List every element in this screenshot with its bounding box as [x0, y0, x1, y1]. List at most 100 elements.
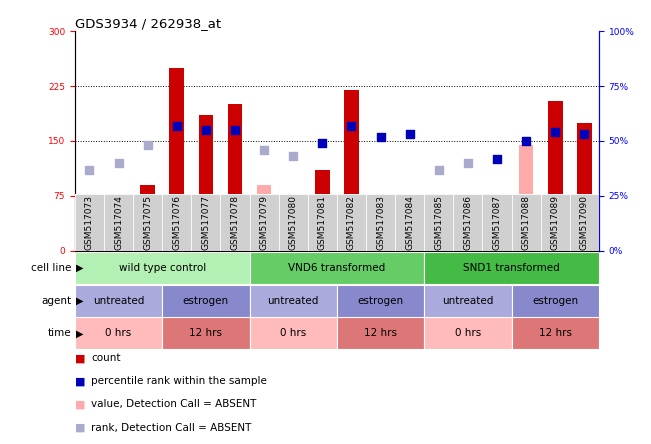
Text: GSM517078: GSM517078: [230, 195, 240, 250]
Point: [550, 129, 561, 136]
Bar: [286, 198, 301, 251]
Point: [463, 159, 473, 166]
Text: GDS3934 / 262938_at: GDS3934 / 262938_at: [75, 17, 221, 30]
Text: VND6 transformed: VND6 transformed: [288, 263, 385, 273]
Text: GSM517083: GSM517083: [376, 195, 385, 250]
Bar: [249, 317, 337, 349]
Text: ■: ■: [75, 423, 85, 432]
Text: GSM517087: GSM517087: [493, 195, 501, 250]
Bar: [249, 252, 424, 284]
Bar: [75, 194, 104, 251]
Bar: [249, 285, 337, 317]
Bar: [249, 194, 279, 251]
Text: untreated: untreated: [93, 296, 145, 305]
Text: GSM517084: GSM517084: [405, 195, 414, 250]
Bar: [162, 317, 249, 349]
Bar: [162, 285, 249, 317]
Bar: [482, 194, 512, 251]
Bar: [577, 123, 592, 251]
Bar: [337, 285, 424, 317]
Point: [521, 138, 531, 145]
Text: cell line: cell line: [31, 263, 72, 273]
Text: 0 hrs: 0 hrs: [280, 329, 307, 338]
Bar: [519, 145, 533, 251]
Text: ▶: ▶: [76, 329, 83, 338]
Text: rank, Detection Call = ABSENT: rank, Detection Call = ABSENT: [91, 423, 251, 432]
Point: [201, 127, 211, 134]
Point: [172, 122, 182, 129]
Bar: [432, 214, 446, 251]
Bar: [82, 222, 97, 251]
Text: 0 hrs: 0 hrs: [455, 329, 481, 338]
Bar: [541, 194, 570, 251]
Bar: [279, 194, 308, 251]
Text: GSM517081: GSM517081: [318, 195, 327, 250]
Text: GSM517086: GSM517086: [464, 195, 473, 250]
Bar: [315, 170, 329, 251]
Bar: [344, 90, 359, 251]
Bar: [337, 317, 424, 349]
Bar: [570, 194, 599, 251]
Text: wild type control: wild type control: [118, 263, 206, 273]
Text: GSM517082: GSM517082: [347, 195, 356, 250]
Point: [230, 127, 240, 134]
Point: [113, 159, 124, 166]
Text: untreated: untreated: [442, 296, 493, 305]
Bar: [75, 317, 162, 349]
Text: GSM517080: GSM517080: [289, 195, 298, 250]
Point: [404, 131, 415, 138]
Point: [317, 139, 327, 147]
Text: count: count: [91, 353, 120, 363]
Bar: [548, 101, 562, 251]
Text: 12 hrs: 12 hrs: [539, 329, 572, 338]
Bar: [221, 194, 249, 251]
Bar: [424, 194, 453, 251]
Point: [288, 153, 298, 160]
Text: GSM517079: GSM517079: [260, 195, 269, 250]
Text: GSM517077: GSM517077: [201, 195, 210, 250]
Bar: [337, 194, 366, 251]
Bar: [424, 285, 512, 317]
Point: [376, 133, 386, 140]
Bar: [424, 252, 599, 284]
Text: ▶: ▶: [76, 263, 83, 273]
Bar: [512, 317, 599, 349]
Bar: [75, 285, 162, 317]
Bar: [169, 68, 184, 251]
Text: GSM517073: GSM517073: [85, 195, 94, 250]
Text: ■: ■: [75, 400, 85, 409]
Text: percentile rank within the sample: percentile rank within the sample: [91, 377, 267, 386]
Bar: [104, 194, 133, 251]
Text: GSM517089: GSM517089: [551, 195, 560, 250]
Bar: [424, 317, 512, 349]
Bar: [395, 194, 424, 251]
Text: ▶: ▶: [76, 296, 83, 305]
Text: time: time: [48, 329, 72, 338]
Bar: [366, 194, 395, 251]
Text: estrogen: estrogen: [532, 296, 578, 305]
Text: 12 hrs: 12 hrs: [364, 329, 397, 338]
Bar: [111, 198, 126, 251]
Text: SND1 transformed: SND1 transformed: [464, 263, 560, 273]
Text: 0 hrs: 0 hrs: [105, 329, 132, 338]
Text: GSM517076: GSM517076: [173, 195, 181, 250]
Point: [84, 166, 94, 173]
Bar: [75, 252, 249, 284]
Bar: [512, 194, 541, 251]
Text: estrogen: estrogen: [357, 296, 404, 305]
Point: [143, 142, 153, 149]
Text: value, Detection Call = ABSENT: value, Detection Call = ABSENT: [91, 400, 256, 409]
Text: GSM517090: GSM517090: [580, 195, 589, 250]
Text: 12 hrs: 12 hrs: [189, 329, 223, 338]
Bar: [133, 194, 162, 251]
Bar: [228, 104, 242, 251]
Text: GSM517088: GSM517088: [521, 195, 531, 250]
Bar: [453, 194, 482, 251]
Text: estrogen: estrogen: [183, 296, 229, 305]
Bar: [308, 194, 337, 251]
Point: [579, 131, 590, 138]
Point: [259, 146, 270, 153]
Text: agent: agent: [42, 296, 72, 305]
Point: [346, 122, 357, 129]
Text: ■: ■: [75, 377, 85, 386]
